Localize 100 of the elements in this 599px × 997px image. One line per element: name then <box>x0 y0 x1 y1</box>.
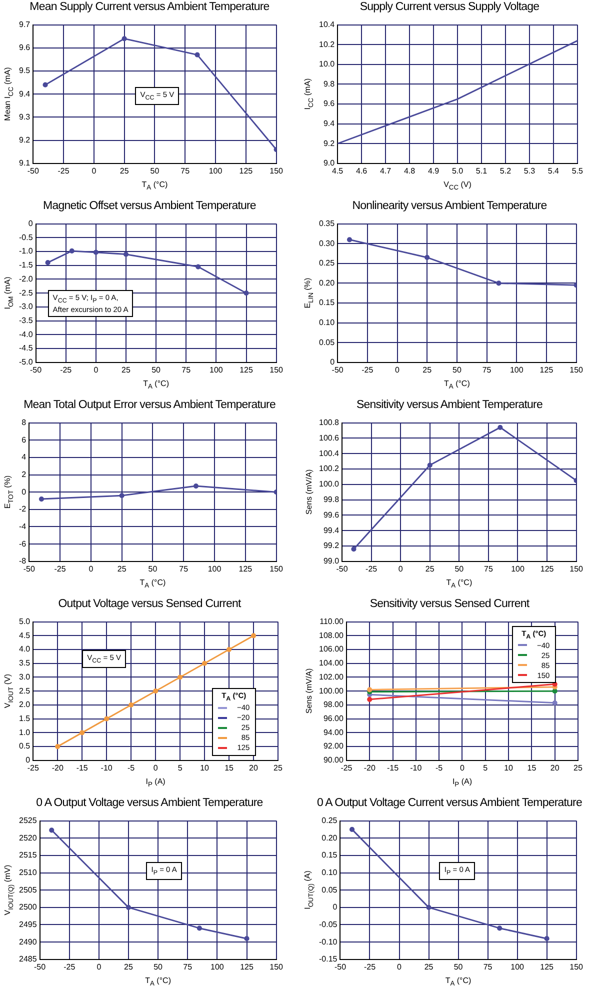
y-tick-label: -5.0 <box>18 358 34 367</box>
x-tick-label: 0 <box>92 166 97 176</box>
y-tick-label: 108.00 <box>319 630 344 640</box>
y-tick-label: 0.5 <box>18 742 31 751</box>
chart-title: Sensitivity versus Ambient Temperature <box>356 399 544 411</box>
y-tick-label: 100.2 <box>318 464 340 474</box>
y-axis-title: Sens (mV/A) <box>304 469 314 515</box>
point <box>122 36 127 42</box>
x-axis-title: I$_{P}$ (A) <box>146 777 166 789</box>
y-tick-label: 9.0 <box>323 158 336 168</box>
x-tick-label: -50 <box>30 365 42 374</box>
y-tick-label: 100.4 <box>318 448 340 458</box>
x-tick-label: 5.2 <box>500 166 512 176</box>
point <box>226 646 232 652</box>
y-tick-label: 0.05 <box>322 885 338 894</box>
y-tick-label: 99.8 <box>323 495 340 504</box>
point <box>194 52 200 58</box>
chart-title: Sensitivity versus Sensed Current <box>368 598 530 610</box>
y-tick-label: 4 <box>22 452 27 462</box>
x-tick-label: -50 <box>27 166 40 176</box>
x-tick-label: -25 <box>64 962 76 972</box>
y-tick-label: 100.8 <box>318 418 340 428</box>
x-tick-label: -15 <box>386 763 400 772</box>
y-axis-title: Sens (mV/A) <box>304 668 314 714</box>
x-tick-label: 150 <box>270 166 284 176</box>
point <box>367 696 372 702</box>
point <box>244 936 250 942</box>
chart-title: Magnetic Offset versus Ambient Temperature <box>42 200 257 212</box>
x-tick-label: 100 <box>208 564 222 574</box>
point <box>80 730 85 736</box>
x-tick-label: 4.8 <box>404 166 416 176</box>
x-tick-label: 0 <box>153 763 158 772</box>
y-tick-label: 3.5 <box>18 658 31 668</box>
x-tick-label: -25 <box>364 962 376 972</box>
point <box>38 496 44 502</box>
y-tick-label: -3.0 <box>18 302 34 312</box>
x-axis-title: T$_{A}$ (°C) <box>445 976 472 988</box>
y-tick-label: -2.5 <box>18 288 34 298</box>
y-tick-label: 9.6 <box>18 43 31 52</box>
x-tick-label: -25 <box>366 564 378 574</box>
y-tick-label: 92.00 <box>323 742 344 751</box>
x-tick-label: -20 <box>52 763 64 772</box>
point <box>552 700 558 706</box>
y-tick-label: -1.0 <box>18 246 34 256</box>
y-tick-label: 0.25 <box>322 816 338 826</box>
point <box>42 82 48 88</box>
x-tick-label: 100 <box>510 365 524 374</box>
y-tick-label: -0.5 <box>18 232 34 242</box>
y-tick-label: 9.4 <box>323 119 336 128</box>
point <box>346 237 352 242</box>
x-tick-label: 75 <box>182 365 192 374</box>
x-tick-label: 100 <box>510 962 525 972</box>
x-tick-label: -50 <box>23 564 36 574</box>
y-tick-label: 9.4 <box>18 89 31 98</box>
x-tick-label: 150 <box>570 962 584 972</box>
x-tick-label: 0 <box>395 365 400 374</box>
chart-title: 0 A Output Voltage versus Ambient Temperature <box>35 797 264 809</box>
y-tick-label: 0.25 <box>318 258 336 268</box>
x-tick-label: -10 <box>100 763 113 772</box>
y-tick-label: 1.5 <box>18 714 31 724</box>
y-tick-label: 100.0 <box>318 480 340 489</box>
x-tick-label: 25 <box>120 166 130 176</box>
point <box>498 424 503 430</box>
y-tick-label: 1.0 <box>18 728 31 737</box>
x-tick-label: -5 <box>436 763 444 772</box>
point <box>427 462 432 468</box>
x-tick-label: 10 <box>504 763 514 772</box>
x-tick-label: 50 <box>454 962 464 972</box>
y-tick-label: 0 <box>332 902 338 912</box>
x-tick-label: 5 <box>178 763 183 772</box>
point <box>55 744 60 750</box>
x-axis-title: T$_{A}$ (°C) <box>446 578 472 590</box>
y-tick-label: 99.6 <box>323 510 340 520</box>
x-tick-label: 100 <box>210 962 224 972</box>
point <box>119 493 124 498</box>
x-tick-label: 4.6 <box>356 166 368 176</box>
x-tick-label: 125 <box>540 365 554 374</box>
x-tick-label: 100 <box>208 166 223 176</box>
x-tick-label: -50 <box>34 962 46 972</box>
y-tick-label: 0.30 <box>318 238 336 248</box>
y-tick-label: 9.7 <box>18 20 31 30</box>
y-tick-label: 99.2 <box>323 541 340 550</box>
y-tick-label: 2500 <box>19 902 38 912</box>
x-tick-label: 5 <box>483 763 488 772</box>
y-tick-label: 6 <box>22 435 27 444</box>
x-tick-label: -25 <box>27 763 40 772</box>
point <box>497 926 502 931</box>
y-tick-label: -8 <box>18 556 27 566</box>
x-tick-label: 25 <box>424 962 434 972</box>
x-tick-label: 20 <box>249 763 259 772</box>
y-tick-label: 0.20 <box>322 833 338 842</box>
point <box>49 828 54 833</box>
x-tick-label: 0 <box>460 763 466 772</box>
y-tick-label: 9.8 <box>323 79 336 88</box>
y-tick-label: -4 <box>18 522 27 531</box>
x-axis-title: I$_{P}$ (A) <box>452 777 472 789</box>
y-tick-label: 2510 <box>19 868 38 877</box>
y-tick-label: 0.20 <box>318 278 336 288</box>
x-tick-label: -15 <box>76 763 88 772</box>
point <box>552 688 558 694</box>
